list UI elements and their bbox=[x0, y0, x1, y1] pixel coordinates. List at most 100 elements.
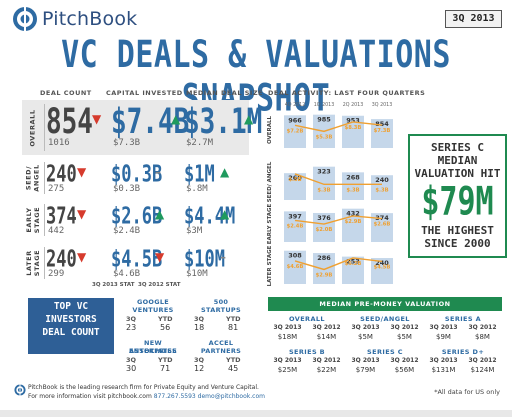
footer-email-link[interactable]: demo@pitchbook.com bbox=[197, 393, 265, 400]
investor-q-header: 3Q bbox=[126, 315, 137, 323]
investor-q-header: 3Q bbox=[194, 315, 205, 323]
investor-name[interactable]: NEW ENTERPRISE bbox=[128, 339, 178, 355]
capital-label: $2.0B bbox=[316, 227, 333, 233]
deal-count-bar bbox=[284, 173, 306, 200]
investor-name[interactable]: GOOGLE bbox=[136, 298, 170, 306]
capital-label: $4.5B bbox=[374, 264, 391, 270]
valuation-category: SERIES A bbox=[444, 315, 482, 323]
capital-line bbox=[294, 121, 383, 133]
capital-label: $.3B bbox=[346, 187, 359, 193]
deal-count-bar bbox=[313, 253, 335, 284]
page-title: VC DEALS & VALUATIONS SNAPSHOT bbox=[61, 33, 451, 121]
category-label: 2Q 2013 bbox=[343, 102, 364, 108]
footer-line-2: For more information visit pitchbook.com… bbox=[28, 392, 358, 401]
capital-previous: $7.3B bbox=[113, 138, 141, 148]
deal-count-label: 253 bbox=[346, 258, 360, 266]
panel-label: LATER STAGE bbox=[267, 245, 273, 286]
capital-label: $7.3B bbox=[374, 128, 391, 134]
deal-count-bar bbox=[284, 211, 306, 242]
row-label-text-0: OVERALL bbox=[29, 108, 37, 147]
deal-count-label: 432 bbox=[346, 210, 360, 218]
median-value: $3.1M bbox=[184, 102, 263, 143]
stat-legend-previous: 3Q 2012 STAT bbox=[138, 282, 181, 288]
deal-count-label: 260 bbox=[288, 174, 302, 182]
capital-previous: $4.6B bbox=[113, 269, 141, 279]
investor-q-value: 23 bbox=[126, 323, 137, 332]
capital-previous: $2.4B bbox=[113, 226, 141, 236]
median-previous: $3M bbox=[186, 226, 203, 236]
valuation-header-b: 3Q 2012 bbox=[468, 357, 497, 364]
deal-count-previous: 442 bbox=[48, 226, 65, 236]
deal-count-label: 286 bbox=[317, 254, 331, 262]
deal-count-bar bbox=[371, 258, 393, 284]
capital-value: $7.4B bbox=[111, 102, 190, 143]
deal-count-bar bbox=[313, 166, 335, 200]
valuation-header-b: 3Q 2012 bbox=[390, 324, 419, 331]
deal-count-bar bbox=[342, 172, 364, 200]
valuation-category: OVERALL bbox=[289, 315, 325, 323]
quarter-badge: 3Q 2013 bbox=[445, 10, 502, 28]
deal-count-bar bbox=[371, 175, 393, 200]
row-label-text-3: LATER STAGE bbox=[25, 249, 42, 277]
deal-count-label: 953 bbox=[346, 117, 360, 125]
valuation-category: SERIES B bbox=[288, 348, 326, 356]
deal-count-value: 374 bbox=[46, 203, 77, 230]
capital-value: $0.3B bbox=[111, 161, 163, 188]
capital-label: $2.9B bbox=[316, 272, 333, 278]
trend-up-icon: ▲ bbox=[171, 112, 181, 126]
capital-label: $.3B bbox=[375, 187, 388, 193]
deal-count-label: 985 bbox=[317, 116, 331, 124]
investor-name[interactable]: ASSOCIATES bbox=[129, 347, 177, 355]
capital-label: $.5B bbox=[288, 177, 301, 183]
deal-count-previous: 275 bbox=[48, 184, 65, 194]
valuation-value-b: $22M bbox=[316, 366, 337, 374]
footer: PitchBook is the leading research firm f… bbox=[28, 383, 358, 401]
row-label-text-1: SEED/ ANGEL bbox=[25, 164, 42, 192]
investors-title-line-3: DEAL COUNT bbox=[42, 327, 100, 338]
investor-name[interactable]: PARTNERS bbox=[200, 347, 242, 355]
investor-ytd-header: YTD bbox=[158, 356, 173, 364]
deal-count-previous: 299 bbox=[48, 269, 65, 279]
median-previous: $2.7M bbox=[186, 138, 214, 148]
investor-name[interactable]: ACCEL bbox=[208, 339, 234, 347]
investor-name[interactable]: STARTUPS bbox=[201, 306, 241, 314]
investor-name[interactable]: 500 bbox=[213, 298, 229, 306]
valuation-value-a: $18M bbox=[277, 333, 298, 341]
trend-down-icon: ▼ bbox=[92, 112, 102, 126]
deal-count-previous: 1016 bbox=[48, 138, 70, 148]
investor-name[interactable]: VENTURES bbox=[132, 306, 174, 314]
category-label: 3Q 2013 bbox=[372, 102, 393, 108]
median-value: $4.4M bbox=[184, 203, 236, 230]
valuation-value-b: $124M bbox=[470, 366, 495, 374]
trend-down-icon: ▼ bbox=[155, 250, 165, 264]
trend-up-icon: ▲ bbox=[244, 112, 254, 126]
investor-q-value: 12 bbox=[194, 364, 205, 373]
investor-q-header: 3Q bbox=[194, 356, 205, 364]
deal-count-label: 397 bbox=[288, 212, 302, 220]
investor-ytd-value: 45 bbox=[228, 364, 239, 373]
trend-down-icon: ▼ bbox=[77, 165, 87, 179]
top-investors-title: TOP VC INVESTORS DEAL COUNT bbox=[28, 298, 114, 354]
panel-label: OVERALL bbox=[267, 115, 273, 144]
investor-ytd-header: YTD bbox=[158, 315, 173, 323]
median-value: $1M bbox=[184, 161, 215, 188]
valuation-value-b: $56M bbox=[394, 366, 415, 374]
investors-title-line-1: TOP VC bbox=[53, 301, 89, 312]
capital-label: $4.6B bbox=[287, 264, 304, 270]
overall-row-band bbox=[22, 100, 249, 155]
deal-count-bar bbox=[371, 119, 393, 148]
capital-label: $7.2B bbox=[287, 128, 304, 134]
deal-count-value: 240 bbox=[46, 246, 77, 273]
pitchbook-logo-icon bbox=[13, 7, 37, 31]
valuation-header-b: 3Q 2012 bbox=[390, 357, 419, 364]
bottom-rule bbox=[0, 410, 512, 417]
footer-phone[interactable]: 877.267.5593 bbox=[153, 393, 196, 400]
deal-count-label: 240 bbox=[375, 176, 389, 184]
deal-count-label: 268 bbox=[346, 173, 360, 181]
category-label: 4Q 2012 bbox=[285, 102, 306, 108]
deal-activity-chart: 4Q 2012 1Q 2013 2Q 2013 3Q 2013 OVERALL 966 98… bbox=[267, 102, 393, 286]
row-divider-3 bbox=[44, 247, 45, 279]
deal-count-header: DEAL COUNT bbox=[40, 89, 92, 97]
panel-label: SEED/ ANGEL bbox=[267, 161, 273, 202]
deal-count-bar bbox=[313, 212, 335, 242]
